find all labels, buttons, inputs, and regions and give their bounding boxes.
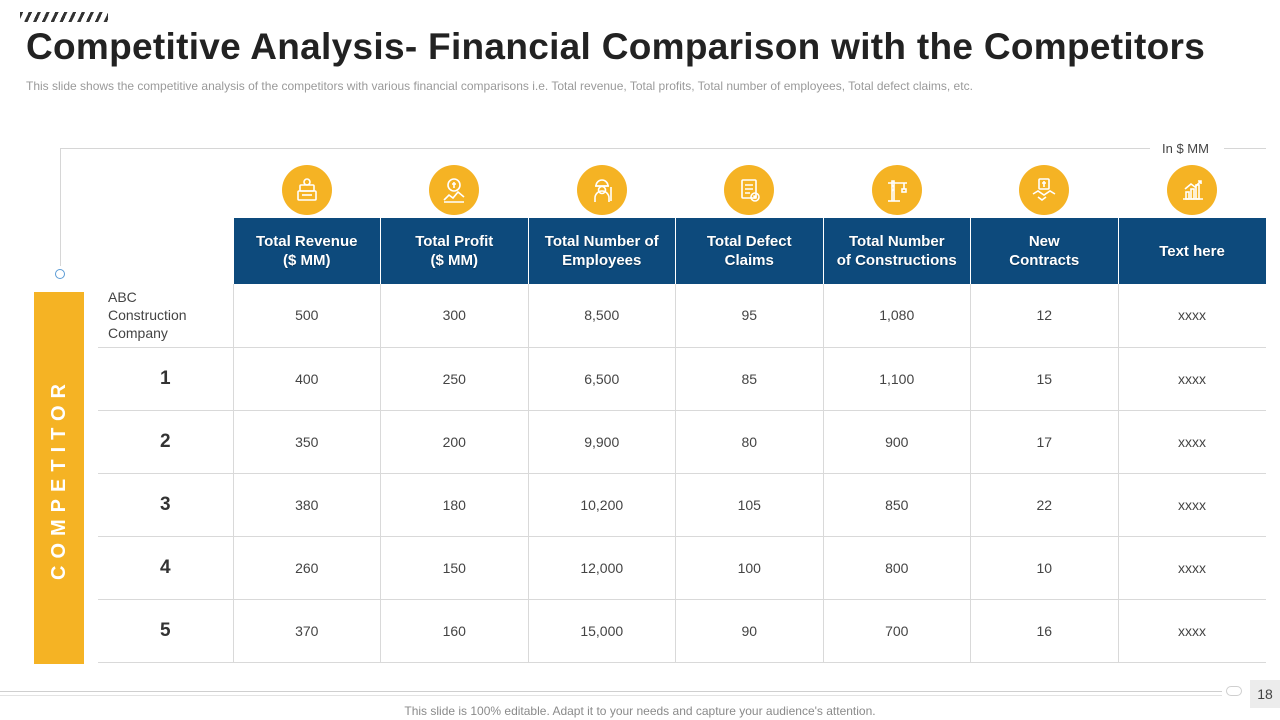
table-cell: xxxx xyxy=(1117,473,1266,537)
table-cell: xxxx xyxy=(1117,410,1266,474)
growth-chart-icon xyxy=(1166,165,1217,215)
table-cell: 85 xyxy=(675,347,823,411)
table-row: 5 370 160 15,000 90 700 16 xxxx xyxy=(98,599,1266,663)
table-cell: 180 xyxy=(380,473,528,537)
table-cell: 500 xyxy=(232,284,381,348)
table-cell: 17 xyxy=(970,410,1118,474)
table-cell: 250 xyxy=(380,347,528,411)
row-label-rank: 4 xyxy=(98,536,233,600)
table-cell: xxxx xyxy=(1117,347,1266,411)
decorative-hatch xyxy=(20,12,108,22)
frame-line-top-right xyxy=(1224,148,1266,149)
footer-divider-secondary xyxy=(0,695,1222,696)
table-cell: 700 xyxy=(822,599,971,663)
handshake-contract-icon xyxy=(1019,165,1070,215)
financial-comparison-table: Total Revenue ($ MM) Total Profit ($ MM) T… xyxy=(98,218,1266,663)
table-cell: 15 xyxy=(970,347,1118,411)
table-cell: 22 xyxy=(970,473,1118,537)
table-cell: 850 xyxy=(822,473,971,537)
header-total-profit: Total Profit ($ MM) xyxy=(380,218,528,284)
defect-claim-icon xyxy=(724,165,775,215)
table-cell: 90 xyxy=(675,599,823,663)
table-cell: 900 xyxy=(822,410,971,474)
table-cell: 9,900 xyxy=(527,410,676,474)
table-cell: xxxx xyxy=(1117,536,1266,600)
header-icons-row xyxy=(233,165,1266,215)
footer-divider xyxy=(0,691,1222,692)
table-cell: 10 xyxy=(970,536,1118,600)
header-total-revenue: Total Revenue ($ MM) xyxy=(232,218,381,284)
table-cell: 160 xyxy=(380,599,528,663)
header-total-employees: Total Number of Employees xyxy=(527,218,676,284)
table-header-row: Total Revenue ($ MM) Total Profit ($ MM) T… xyxy=(98,218,1266,284)
table-cell: 380 xyxy=(232,473,381,537)
table-cell: xxxx xyxy=(1117,599,1266,663)
table-cell: 8,500 xyxy=(527,284,676,348)
worker-icon xyxy=(576,165,627,215)
table-cell: 12,000 xyxy=(527,536,676,600)
row-label-rank: 3 xyxy=(98,473,233,537)
table-cell: 16 xyxy=(970,599,1118,663)
header-total-constructions: Total Number of Constructions xyxy=(822,218,971,284)
table-row: 2 350 200 9,900 80 900 17 xxxx xyxy=(98,410,1266,474)
table-cell: 350 xyxy=(232,410,381,474)
row-label-rank: 1 xyxy=(98,347,233,411)
table-cell: 200 xyxy=(380,410,528,474)
table-row: 3 380 180 10,200 105 850 22 xxxx xyxy=(98,473,1266,537)
table-cell: 400 xyxy=(232,347,381,411)
table-cell: 800 xyxy=(822,536,971,600)
profit-coins-icon xyxy=(429,165,480,215)
page-title: Competitive Analysis- Financial Comparis… xyxy=(26,26,1206,67)
table-row: 1 400 250 6,500 85 1,100 15 xxxx xyxy=(98,347,1266,411)
table-cell: 370 xyxy=(232,599,381,663)
page-number: 18 xyxy=(1250,680,1280,708)
table-cell: 150 xyxy=(380,536,528,600)
table-cell: 80 xyxy=(675,410,823,474)
money-stack-icon xyxy=(281,165,332,215)
row-label-abc: ABC Construction Company xyxy=(98,284,233,348)
row-label-rank: 2 xyxy=(98,410,233,474)
header-total-defect-claims: Total Defect Claims xyxy=(675,218,823,284)
table-cell: 12 xyxy=(970,284,1118,348)
competitor-side-bar: COMPETITOR xyxy=(34,292,84,664)
table-cell: 300 xyxy=(380,284,528,348)
footer-hook-decoration xyxy=(1226,686,1242,696)
competitor-side-label: COMPETITOR xyxy=(47,376,70,580)
table-cell: 260 xyxy=(232,536,381,600)
table-cell: 10,200 xyxy=(527,473,676,537)
construction-crane-icon xyxy=(871,165,922,215)
table-cell: 95 xyxy=(675,284,823,348)
footer-note: This slide is 100% editable. Adapt it to… xyxy=(404,704,876,718)
frame-connector-circle xyxy=(55,269,65,279)
header-new-contracts: New Contracts xyxy=(970,218,1118,284)
table-cell: 1,080 xyxy=(822,284,971,348)
frame-line-top xyxy=(60,148,1150,149)
table-row: 4 260 150 12,000 100 800 10 xxxx xyxy=(98,536,1266,600)
table-cell: xxxx xyxy=(1117,284,1266,348)
header-text-here: Text here xyxy=(1117,218,1266,284)
table-cell: 15,000 xyxy=(527,599,676,663)
table-cell: 105 xyxy=(675,473,823,537)
table-row: ABC Construction Company 500 300 8,500 95 … xyxy=(98,284,1266,348)
table-cell: 1,100 xyxy=(822,347,971,411)
table-cell: 6,500 xyxy=(527,347,676,411)
page-subtitle: This slide shows the competitive analysi… xyxy=(26,79,973,93)
table-cell: 100 xyxy=(675,536,823,600)
row-label-rank: 5 xyxy=(98,599,233,663)
header-blank xyxy=(98,218,233,284)
unit-label: In $ MM xyxy=(1162,141,1209,156)
frame-line-left xyxy=(60,148,61,266)
